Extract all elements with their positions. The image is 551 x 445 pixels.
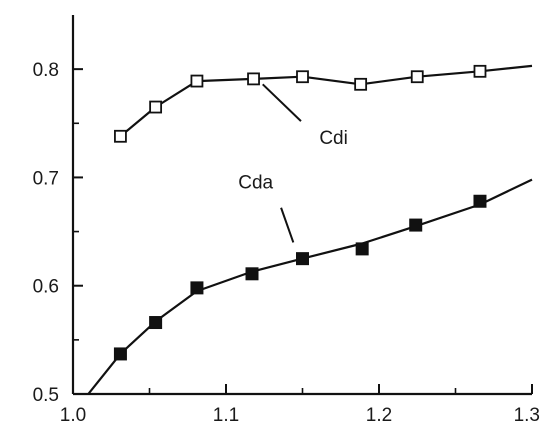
axes: 0.5 0.6 0.7 0.8 1.0 1.1 1.2 1.3 bbox=[33, 15, 540, 426]
annotation-label-cda: Cda bbox=[238, 172, 273, 193]
series-line-cda bbox=[87, 178, 533, 395]
annotation-label-cdi: Cdi bbox=[319, 128, 348, 149]
x-tick-label: 1.3 bbox=[514, 405, 540, 426]
y-tick-label: 0.5 bbox=[33, 385, 59, 406]
data-point-cda bbox=[355, 242, 369, 256]
data-point-cdi bbox=[410, 70, 424, 84]
data-point-cda bbox=[409, 218, 423, 232]
annotation-leader-cda bbox=[280, 207, 295, 243]
annotations: Cdi Cda bbox=[238, 83, 348, 243]
series-layer bbox=[87, 64, 533, 395]
data-point-cdi bbox=[190, 74, 204, 88]
series-line-cdi bbox=[119, 64, 533, 138]
data-point-cda bbox=[149, 316, 163, 330]
annotation-leader-cdi bbox=[262, 83, 302, 122]
data-point-cda bbox=[473, 194, 487, 208]
x-tick-label: 1.2 bbox=[366, 405, 392, 426]
data-point-cda bbox=[245, 267, 259, 281]
data-point-cda bbox=[190, 281, 204, 295]
x-tick-label: 1.1 bbox=[213, 405, 239, 426]
data-point-cdi bbox=[149, 100, 163, 114]
data-point-cdi bbox=[296, 70, 309, 84]
y-tick-label: 0.8 bbox=[33, 60, 59, 81]
y-tick-label: 0.7 bbox=[33, 168, 59, 189]
x-tick-label: 1.0 bbox=[60, 405, 86, 426]
data-point-cdi bbox=[354, 77, 368, 91]
data-point-cdi bbox=[473, 64, 487, 78]
y-tick-label: 0.6 bbox=[33, 277, 59, 298]
data-point-cdi bbox=[247, 72, 260, 86]
data-point-cda bbox=[113, 347, 127, 361]
data-point-cdi bbox=[114, 129, 127, 143]
data-point-cda bbox=[296, 252, 309, 266]
